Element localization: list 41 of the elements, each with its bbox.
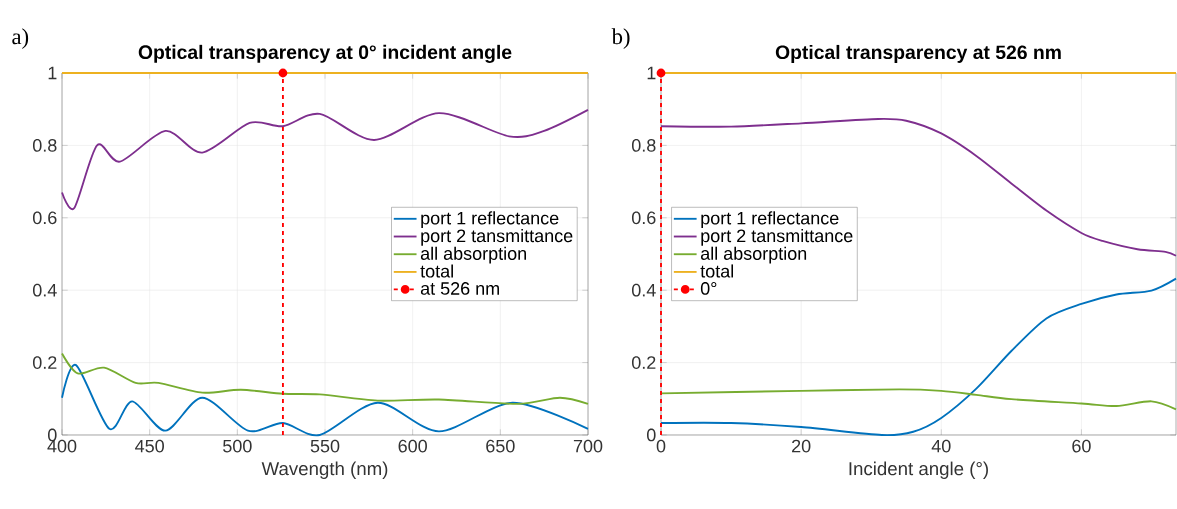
legend-label: port 1 reflectance (701, 211, 839, 229)
y-tick-label: 0.8 (631, 139, 656, 152)
x-tick-label: 500 (223, 439, 252, 453)
legend-label: all absorption (420, 246, 526, 264)
legend-label: port 2 tansmittance (701, 228, 853, 246)
y-tick-label: 0.8 (32, 139, 57, 152)
y-tick-label: 0.4 (32, 283, 57, 297)
legend-label: port 2 tansmittance (421, 228, 573, 246)
line-series (61, 352, 589, 405)
legend-label: port 1 reflectance (421, 211, 559, 229)
y-tick-label: 0.6 (631, 211, 656, 225)
x-tick-label: 0 (656, 439, 666, 453)
y-tick-label: 0.6 (32, 211, 57, 225)
legend-label: total (700, 264, 734, 278)
chart-title: Optical transparency at 0° incident angle (138, 44, 512, 63)
line-series (660, 388, 1177, 411)
legend-label: 0° (700, 282, 717, 295)
legend-label: total (420, 264, 453, 278)
x-tick-label: 700 (573, 439, 603, 453)
line-series (61, 364, 589, 437)
text: a) (12, 28, 29, 49)
x-tick-label: 60 (1072, 439, 1091, 453)
x-tick-label: 20 (792, 439, 811, 453)
y-tick-label: 0.2 (32, 356, 57, 369)
line-series (660, 277, 1177, 437)
legend-label: all absorption (700, 246, 807, 264)
x-axis-title: Incident angle (°) (849, 461, 988, 479)
x-tick-label: 550 (310, 439, 340, 453)
y-tick-label: 0 (647, 428, 656, 442)
x-axis-title: Wavength (nm) (261, 461, 388, 479)
x-tick-label: 40 (931, 439, 951, 453)
y-tick-label: 0.2 (631, 356, 656, 369)
text: b) (611, 28, 630, 49)
chart-title: Optical transparency at 526 nm (775, 44, 1061, 63)
y-tick-label: 1 (48, 66, 57, 80)
x-tick-label: 600 (398, 439, 427, 453)
legend-label: at 526 nm (420, 282, 499, 295)
x-tick-label: 450 (135, 439, 164, 453)
y-tick-label: 1 (647, 66, 656, 80)
x-tick-label: 650 (486, 439, 515, 453)
y-tick-label: 0.4 (631, 283, 656, 297)
